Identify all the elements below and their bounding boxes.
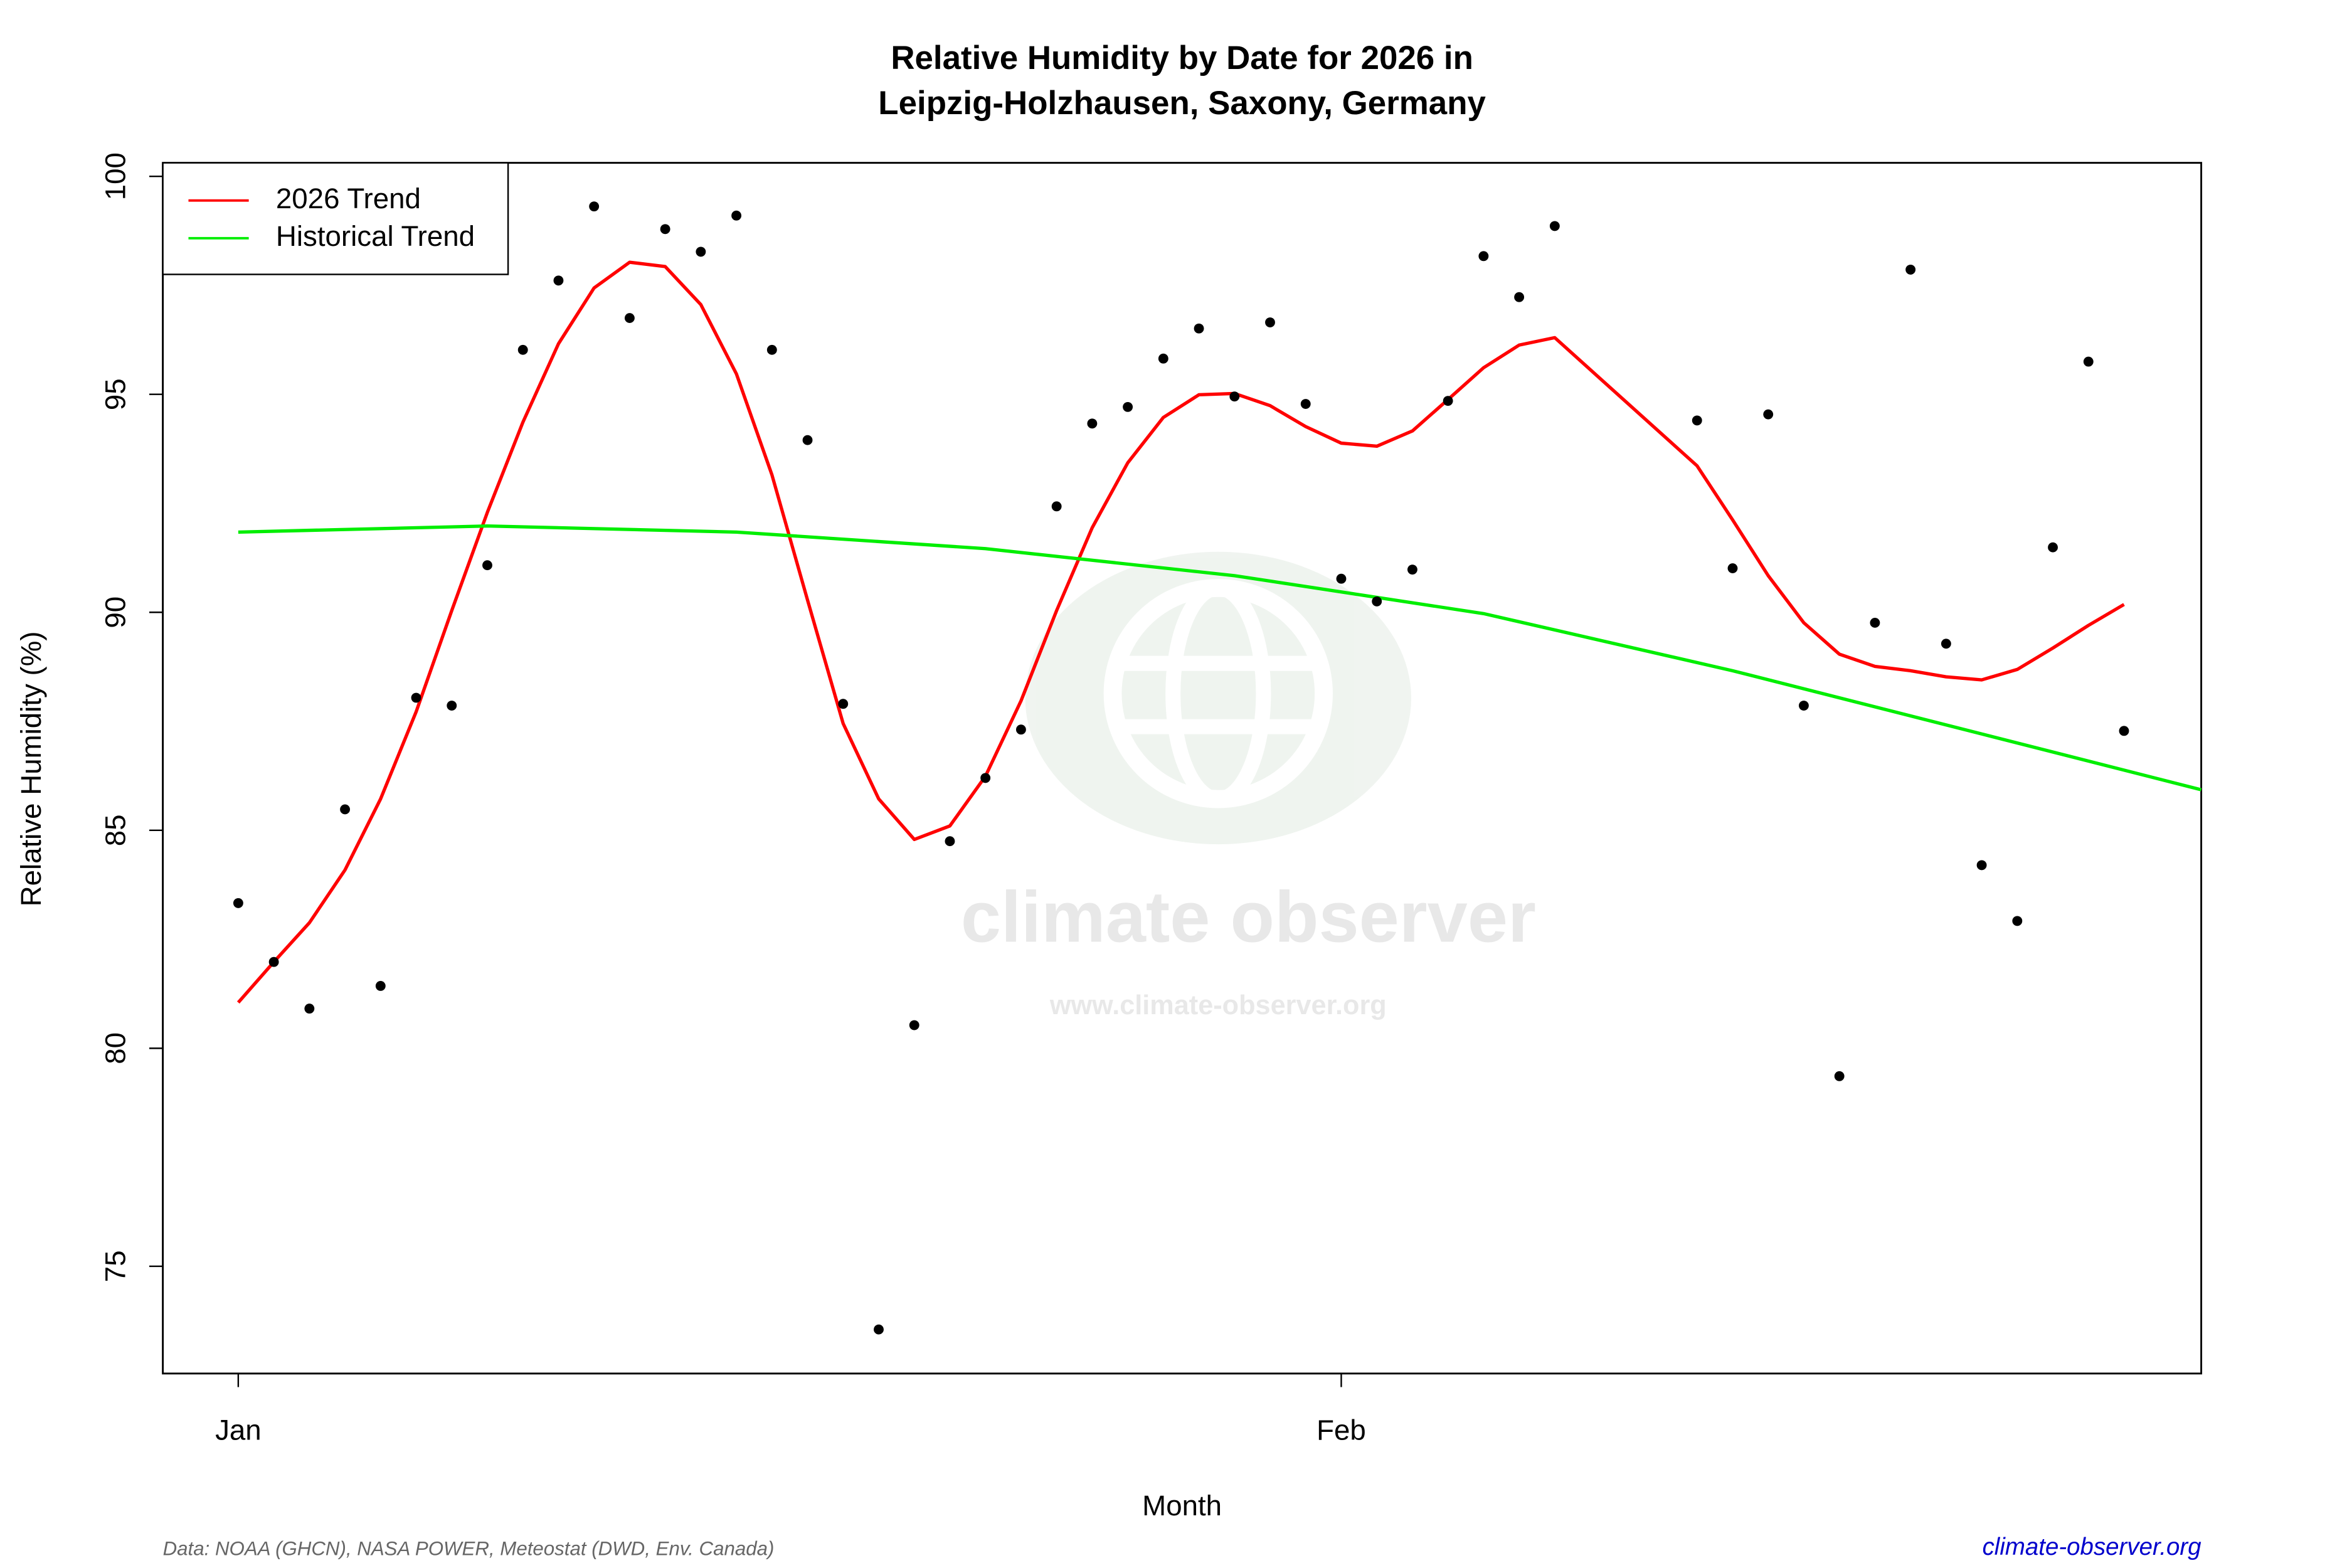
data-point	[1051, 501, 1062, 512]
data-point	[1372, 596, 1382, 607]
data-point	[909, 1020, 919, 1030]
data-point	[517, 344, 528, 355]
x-tick-label: Feb	[1316, 1414, 1366, 1446]
data-point	[731, 210, 742, 221]
legend-label: 2026 Trend	[276, 183, 421, 215]
data-point	[2012, 916, 2023, 926]
data-point	[1727, 563, 1738, 573]
data-point	[1123, 401, 1133, 412]
data-point	[304, 1004, 315, 1014]
data-point	[696, 246, 706, 257]
watermark: climate observer www.climate-observer.or…	[961, 551, 1536, 1020]
data-point	[2048, 542, 2058, 553]
data-point	[233, 898, 243, 908]
data-point	[1087, 418, 1098, 429]
data-point	[838, 699, 849, 709]
chart-title: Relative Humidity by Date for 2026 in	[891, 40, 1473, 77]
watermark-url: www.climate-observer.org	[1049, 990, 1387, 1020]
data-point	[1549, 221, 1560, 231]
trend-line	[236, 260, 2125, 1004]
data-point	[1870, 618, 1880, 628]
y-tick-label: 75	[100, 1251, 132, 1283]
data-point	[1763, 409, 1774, 420]
data-point	[447, 701, 457, 711]
data-point	[1300, 399, 1311, 409]
data-point	[589, 201, 600, 212]
data-point	[945, 836, 955, 847]
watermark-disc	[1025, 551, 1411, 845]
site-link: climate-observer.org	[1983, 1534, 2202, 1560]
data-point	[1443, 396, 1453, 406]
data-point	[660, 224, 670, 235]
data-point	[1336, 573, 1347, 584]
data-point	[874, 1324, 884, 1335]
y-tick-label: 95	[100, 378, 132, 410]
data-point	[1692, 415, 1702, 426]
y-tick-label: 85	[100, 814, 132, 846]
data-point	[802, 435, 813, 445]
data-point	[766, 344, 777, 355]
x-tick-label: Jan	[215, 1414, 262, 1446]
data-point	[1976, 860, 1987, 871]
data-point	[1194, 323, 1204, 334]
y-axis-label: Relative Humidity (%)	[15, 632, 47, 907]
data-point	[340, 804, 351, 815]
data-point	[2083, 356, 2094, 367]
data-point	[482, 560, 492, 571]
data-point	[1478, 251, 1489, 262]
data-point	[411, 692, 421, 703]
watermark-name: climate observer	[961, 877, 1536, 958]
data-point	[1834, 1071, 1845, 1081]
data-point	[1407, 564, 1417, 575]
data-point	[375, 981, 386, 991]
data-point	[1158, 353, 1168, 364]
data-point	[2119, 726, 2129, 736]
data-point	[553, 275, 564, 286]
data-point	[1229, 391, 1240, 402]
chart-title: Leipzig-Holzhausen, Saxony, Germany	[878, 85, 1486, 122]
trend-line	[238, 524, 2202, 792]
data-point	[1905, 264, 1916, 275]
x-axis-label: Month	[1142, 1490, 1222, 1522]
y-tick-label: 100	[100, 152, 132, 200]
y-tick-label: 90	[100, 596, 132, 628]
data-point	[268, 956, 279, 967]
data-point	[624, 313, 635, 324]
source-note: Data: NOAA (GHCN), NASA POWER, Meteostat…	[163, 1537, 775, 1559]
legend-box	[162, 162, 509, 275]
legend-label: Historical Trend	[276, 220, 475, 252]
data-point	[1799, 701, 1809, 711]
y-tick-label: 80	[100, 1032, 132, 1064]
watermark-globe	[1165, 580, 1271, 807]
data-point	[980, 773, 991, 783]
data-point	[1941, 638, 1951, 649]
data-point	[1015, 724, 1026, 735]
data-point	[1265, 317, 1275, 327]
data-point	[1514, 292, 1525, 302]
